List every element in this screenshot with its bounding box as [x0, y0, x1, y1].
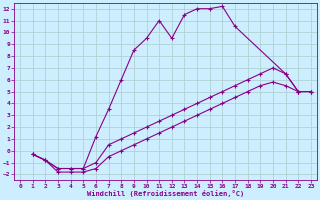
X-axis label: Windchill (Refroidissement éolien,°C): Windchill (Refroidissement éolien,°C): [87, 190, 244, 197]
